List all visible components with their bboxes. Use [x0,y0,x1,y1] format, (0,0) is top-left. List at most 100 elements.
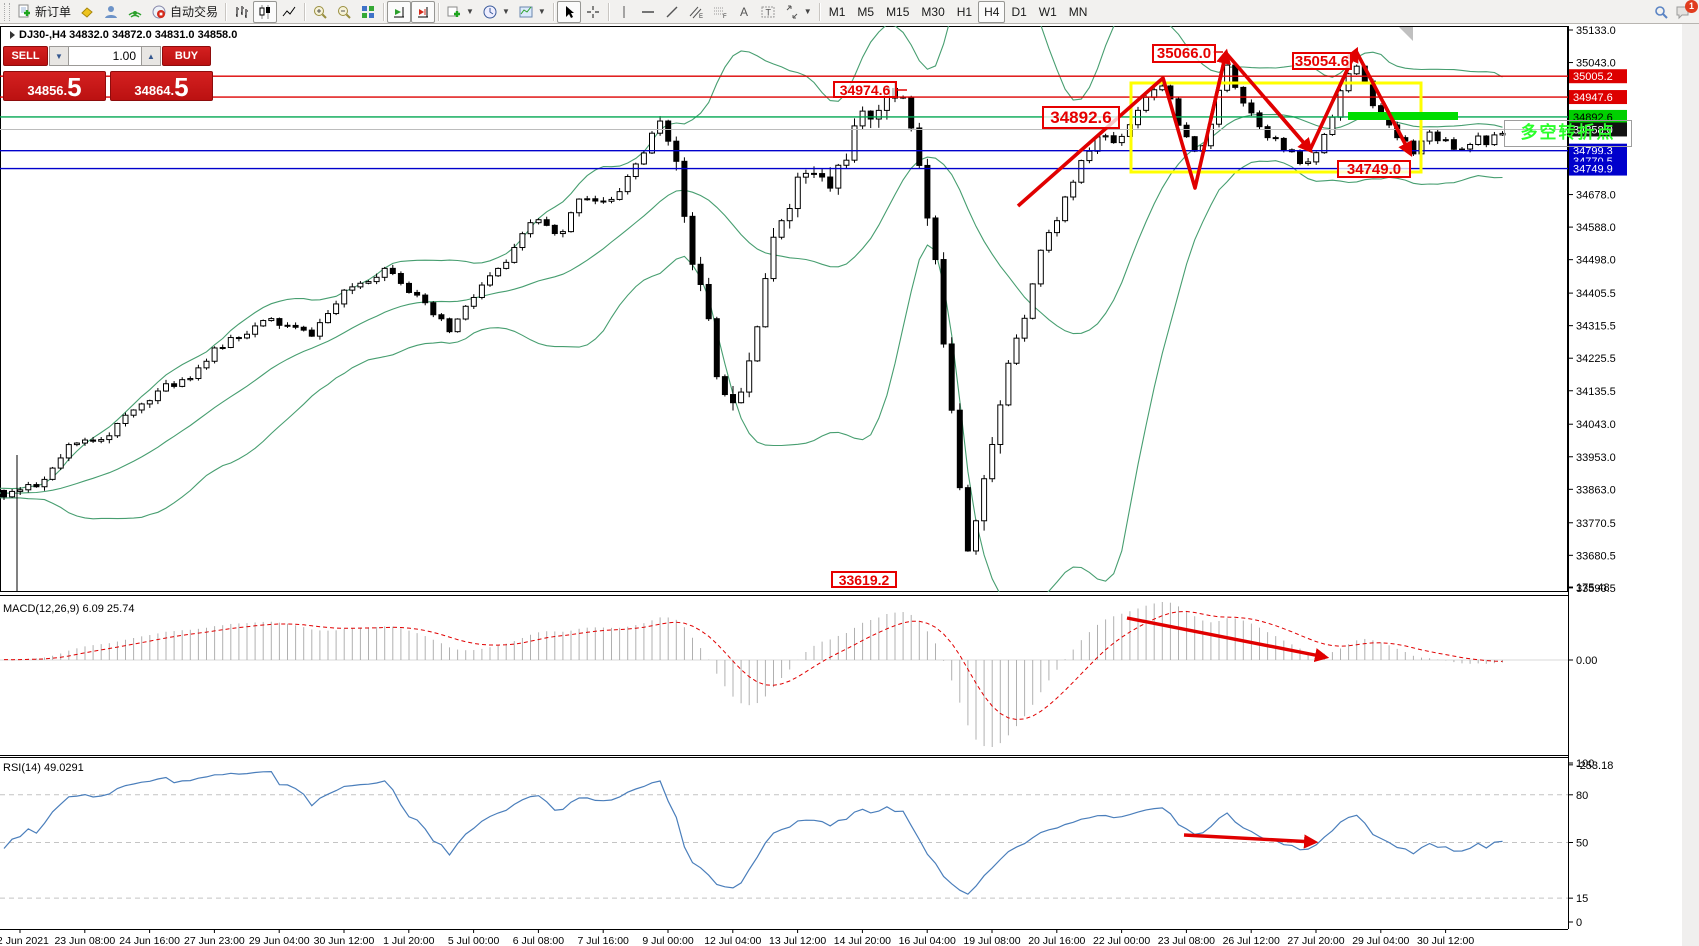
candle-up [1329,116,1336,135]
timeframe-m15[interactable]: M15 [886,4,910,19]
price-annotation-34892.6[interactable]: 34892.6 [1042,106,1120,129]
text-label-button[interactable]: T [756,1,780,23]
indicators-button[interactable]: ▼ [442,1,478,23]
text-button[interactable]: A [732,1,756,23]
crosshair-button[interactable] [581,1,605,23]
price-badge-34858.0 [1569,122,1627,137]
time-axis[interactable]: 22 Jun 2021 23 Jun 08:00 24 Jun 16:00 27 Ju… [0,929,1474,946]
svg-text:35043.0: 35043.0 [1576,58,1616,70]
candle-up [227,337,234,348]
candle-up [1078,160,1085,183]
svg-text:16 Jul 04:00: 16 Jul 04:00 [899,935,956,946]
volume-decrease-button[interactable]: ▼ [49,46,69,66]
candle-up [138,403,145,411]
zoom-out-button[interactable] [332,1,356,23]
vertical-line-button[interactable] [612,1,636,23]
candle-up [511,247,518,263]
template-icon [518,4,534,20]
timeframe-d1[interactable]: D1 [1011,4,1027,19]
search-icon[interactable] [1653,4,1669,20]
price-annotation-34974.6[interactable]: 34974.6 [833,81,897,98]
candle-down [1434,131,1441,142]
buy-button[interactable]: BUY [162,46,211,66]
candle-down [397,273,404,284]
horizontal-line-button[interactable] [636,1,660,23]
community-button[interactable] [99,1,123,23]
price-axis[interactable]: 35133.0 35043.0 34678.0 34588.0 34498.0 34405… [1568,25,1627,595]
dropdown-arrow-icon: ▼ [501,7,510,16]
price-annotation-35054.6[interactable]: 35054.6 [1292,52,1352,70]
timeframe-h1[interactable]: H1 [956,4,973,19]
chart-shift-button[interactable] [411,0,436,23]
toolbar-grip[interactable] [4,2,10,21]
line-chart-button[interactable] [277,1,301,23]
candle-down [1264,126,1271,139]
candle-up [41,478,48,488]
candle-up [649,132,655,154]
turning-point-note[interactable]: 多空转折点 [1504,120,1632,147]
sell-price-button[interactable]: 34856. 5 [3,71,106,101]
chart-canvas[interactable]: 35133.0 35043.0 34678.0 34588.0 34498.0 34405… [0,24,1699,946]
line-chart-icon [281,4,297,20]
timeframe-w1[interactable]: W1 [1038,4,1057,19]
chart-context-icon[interactable] [10,31,15,39]
market-depth-button[interactable] [75,1,99,23]
notifications-button[interactable]: 1 [1675,0,1698,20]
candle-down [827,176,834,189]
level-lines[interactable] [0,75,1568,170]
candle-down [389,267,396,275]
volume-input[interactable]: 1.00 [69,46,141,66]
price-annotation-35066.0[interactable]: 35066.0 [1152,44,1216,63]
timeframe-m30[interactable]: M30 [921,4,945,19]
templates-button[interactable]: ▼ [514,1,550,23]
buy-price-button[interactable]: 34864. 5 [110,71,213,101]
bar-chart-button[interactable] [229,1,253,23]
candle-up [219,346,226,349]
one-click-trading-panel: SELL ▼ 1.00 ▲ BUY 34856. 5 34864. 5 [3,46,213,101]
candle-down [414,291,421,296]
timeframe-m5[interactable]: M5 [857,4,875,19]
candle-up [738,391,745,404]
auto-scroll-icon [391,4,407,20]
candle-down [592,198,599,202]
candle-down [171,383,178,387]
timeframe-m1[interactable]: M1 [828,4,846,19]
yellow-range-box [1129,81,1423,174]
zoom-in-button[interactable] [308,1,332,23]
candle-down [430,302,437,316]
candle-down [689,215,696,265]
tile-windows-button[interactable] [356,1,380,23]
periods-button[interactable]: ▼ [478,1,514,23]
candle-down [446,318,453,333]
auto-trading-button[interactable]: 自动交易 [147,1,222,23]
candles [1,63,1506,555]
channel-button[interactable]: E [684,1,708,23]
price-annotation-34749.0[interactable]: 34749.0 [1337,160,1411,178]
arrows-button[interactable]: ▼ [780,1,816,23]
new-order-button[interactable]: 新订单 [12,1,75,23]
new-order-icon [16,4,32,20]
candle-down [1191,136,1198,152]
svg-text:29 Jun 04:00: 29 Jun 04:00 [249,935,310,946]
svg-text:26 Jul 12:00: 26 Jul 12:00 [1223,935,1280,946]
fibonacci-button[interactable]: F [708,1,732,23]
timeframe-h4[interactable]: H4 [978,0,1006,23]
candle-up [1442,139,1449,142]
rsi-trend-arrow [1183,833,1319,849]
signals-button[interactable] [123,1,147,23]
candle-down [438,314,445,320]
sell-button[interactable]: SELL [3,46,48,66]
price-annotation-33619.2[interactable]: 33619.2 [831,571,897,588]
vertical-line-icon [616,4,632,20]
trendline-button[interactable] [660,1,684,23]
auto-scroll-button[interactable] [387,0,412,23]
cursor-button[interactable] [556,0,581,23]
annotations[interactable] [16,27,1458,849]
candlestick-chart-button[interactable] [253,0,278,23]
toolbar-separator [552,2,554,21]
volume-increase-button[interactable]: ▲ [141,46,161,66]
timeframe-mn[interactable]: MN [1068,4,1088,19]
candle-up [462,305,469,320]
toolbar-separator [225,2,227,21]
svg-text:15: 15 [1576,893,1588,905]
